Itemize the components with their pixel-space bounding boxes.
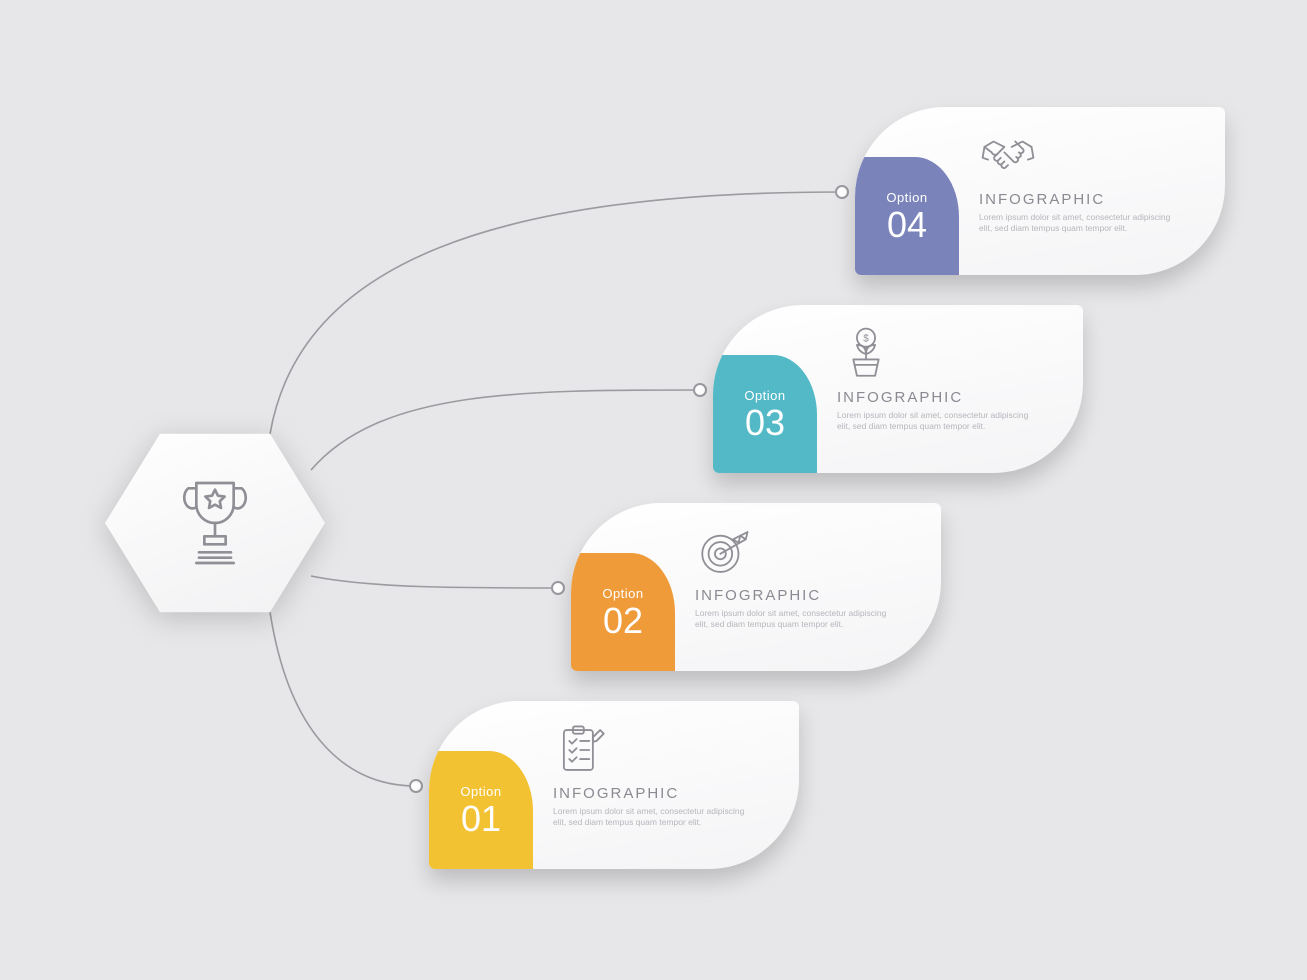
step-card-1: Option 01 INFOGRAPHIC Lorem ipsum dolor … [429, 701, 799, 869]
step-card-2: Option 02 INFOGRAPHIC Lorem ipsum dolor … [571, 503, 941, 671]
step-4-number: 04 [887, 207, 927, 243]
step-3-desc: Lorem ipsum dolor sit amet, consectetur … [837, 410, 1037, 433]
step-4-option-label: Option [886, 190, 927, 205]
connector-1-dot [410, 780, 422, 792]
infographic-canvas: Option 01 INFOGRAPHIC Lorem ipsum dolor … [0, 0, 1307, 980]
connector-2 [311, 576, 558, 588]
step-2-number: 02 [603, 603, 643, 639]
step-1-title: INFOGRAPHIC [553, 785, 773, 802]
step-4-desc: Lorem ipsum dolor sit amet, consectetur … [979, 212, 1179, 235]
trophy-icon [172, 475, 258, 571]
money-plant-icon: $ [837, 319, 1057, 383]
clipboard-checklist-icon [553, 715, 773, 779]
connector-3 [311, 390, 700, 470]
hub-hexagon-shape [105, 428, 325, 618]
step-3-body: $ INFOGRAPHIC Lorem ipsum dolor sit amet… [837, 319, 1057, 459]
step-2-body: INFOGRAPHIC Lorem ipsum dolor sit amet, … [695, 517, 915, 657]
step-tab-1: Option 01 [429, 751, 533, 869]
step-tab-2: Option 02 [571, 553, 675, 671]
step-2-desc: Lorem ipsum dolor sit amet, consectetur … [695, 608, 895, 631]
step-card-3: Option 03 $ INFOGRAPHIC Lorem ipsum dolo… [713, 305, 1083, 473]
handshake-icon [979, 121, 1199, 185]
step-3-title: INFOGRAPHIC [837, 389, 1057, 406]
step-1-desc: Lorem ipsum dolor sit amet, consectetur … [553, 806, 753, 829]
step-4-title: INFOGRAPHIC [979, 191, 1199, 208]
hub-hexagon [105, 428, 325, 618]
step-tab-4: Option 04 [855, 157, 959, 275]
connector-3-dot [694, 384, 706, 396]
step-3-option-label: Option [744, 388, 785, 403]
step-card-4: Option 04 INFOGRAPHIC Lorem ipsum dolor … [855, 107, 1225, 275]
svg-text:$: $ [863, 333, 869, 344]
step-1-option-label: Option [460, 784, 501, 799]
step-tab-3: Option 03 [713, 355, 817, 473]
step-2-title: INFOGRAPHIC [695, 587, 915, 604]
step-1-body: INFOGRAPHIC Lorem ipsum dolor sit amet, … [553, 715, 773, 855]
step-4-body: INFOGRAPHIC Lorem ipsum dolor sit amet, … [979, 121, 1199, 261]
connector-1 [270, 612, 416, 786]
step-1-number: 01 [461, 801, 501, 837]
step-2-option-label: Option [602, 586, 643, 601]
step-3-number: 03 [745, 405, 785, 441]
target-arrow-icon [695, 517, 915, 581]
connector-4-dot [836, 186, 848, 198]
connector-2-dot [552, 582, 564, 594]
